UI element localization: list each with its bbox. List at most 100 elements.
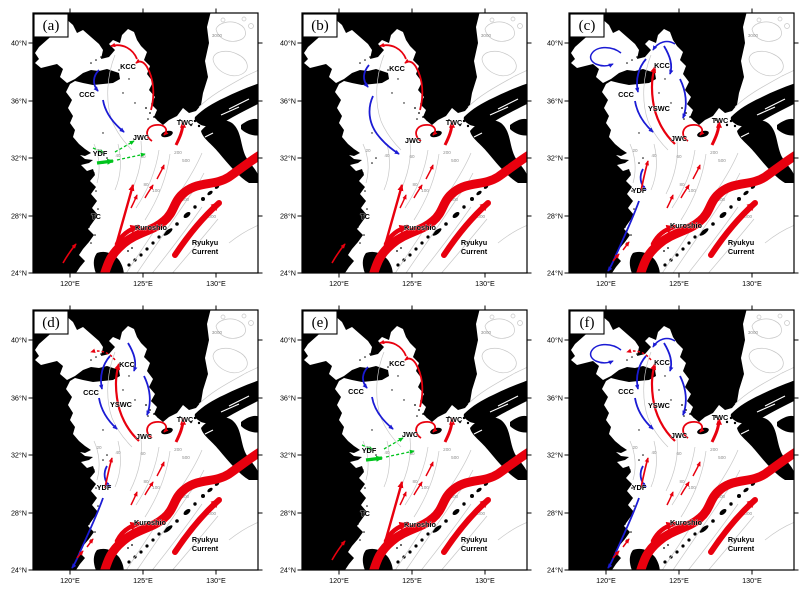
current-arrow-jwc_loop — [682, 421, 705, 439]
lon-tick-label: 125°E — [669, 279, 689, 288]
current-arrow-yswc_arc — [114, 362, 140, 442]
current-label-jwc: JWC — [671, 431, 688, 440]
current-label-ryukyu: Ryukyu — [728, 535, 754, 544]
current-label-yswc: YSWC — [110, 400, 133, 409]
basemap — [300, 308, 530, 576]
current-arrow-ydf_dash1 — [92, 147, 105, 154]
panel-letter: (a) — [43, 18, 60, 34]
basemap — [31, 11, 261, 279]
current-arrow-coast_r1 — [86, 538, 94, 548]
current-label-twc: TWC — [712, 116, 729, 125]
depth-label-3000: 3000 — [212, 330, 223, 335]
map-border — [32, 309, 259, 571]
lon-tick-label: 120°E — [596, 576, 616, 585]
current-label-ccc: CCC — [79, 90, 96, 99]
current-arrow-tc_main — [382, 480, 404, 547]
current-arrow-ccc_main — [102, 99, 125, 133]
depth-label-3000: 3000 — [748, 33, 759, 38]
lat-tick-label: 24°N — [11, 268, 27, 277]
current-arrow-ccc2_hook — [634, 58, 647, 93]
lat-tick-label: 40°N — [11, 335, 27, 344]
current-arrow-jwc_loop — [146, 124, 169, 142]
depth-label-40: 40 — [384, 450, 390, 455]
panel-letter-box — [33, 13, 69, 38]
lat-tick-label: 40°N — [280, 335, 296, 344]
current-label-ydf: YDF — [93, 149, 108, 158]
lat-tick-label: 28°N — [280, 211, 296, 220]
current-arrow-shelf_r1 — [399, 491, 407, 506]
current-arrow-tc_small — [331, 540, 346, 561]
current-arrows — [331, 42, 527, 273]
lon-tick-label: 130°E — [206, 576, 226, 585]
panel-letter-box — [569, 310, 605, 335]
depth-label-200: 200 — [443, 447, 451, 452]
lon-tick-label: 130°E — [206, 279, 226, 288]
current-arrow-ccc2_main — [634, 100, 654, 133]
current-arrow-ydf_red — [104, 457, 113, 489]
current-label-current: Current — [461, 247, 488, 256]
lat-tick-label: 28°N — [280, 508, 296, 517]
depth-label-1000: 1000 — [179, 197, 190, 202]
current-label-twc: TWC — [446, 118, 463, 127]
depth-label-500: 500 — [718, 455, 726, 460]
lat-tick-label: 24°N — [280, 565, 296, 574]
lat-tick-label: 36°N — [11, 393, 27, 402]
lat-tick-label: 28°N — [11, 508, 27, 517]
current-arrow-b_blue_main — [368, 95, 400, 155]
depth-label-80: 80 — [679, 182, 685, 187]
current-label-kcc: KCC — [119, 360, 136, 369]
lon-tick-label: 130°E — [742, 279, 762, 288]
depth-label-2000: 2000 — [475, 511, 486, 516]
current-arrow-shelf_r3 — [425, 461, 434, 477]
depth-label-40: 40 — [115, 153, 121, 158]
current-label-ydf: YDF — [97, 483, 112, 492]
current-arrow-korea_up — [663, 342, 674, 372]
current-label-current: Current — [728, 544, 755, 553]
current-arrow-ccc2_hook — [98, 355, 111, 390]
lon-tick-label: 125°E — [133, 576, 153, 585]
current-label-ryukyu: Ryukyu — [192, 535, 218, 544]
current-label-ryukyu: Ryukyu — [461, 535, 487, 544]
current-arrow-ccc2_main — [98, 397, 118, 430]
depth-label-200: 200 — [443, 150, 451, 155]
lon-tick-label: 120°E — [596, 279, 616, 288]
current-label-ydf: YDF — [632, 186, 647, 195]
depth-label-500: 500 — [718, 158, 726, 163]
panel-letter-box — [569, 13, 605, 38]
current-arrow-kuroshio_hook — [650, 521, 677, 544]
depth-label-100: 100 — [688, 485, 696, 490]
lon-tick-label: 125°E — [402, 279, 422, 288]
current-arrow-kuroshio_band — [636, 447, 794, 570]
lat-tick-label: 24°N — [11, 565, 27, 574]
current-arrow-kuroshio_band — [369, 447, 527, 570]
current-arrows — [62, 42, 258, 273]
axis: 40°N 36°N 32°N 28°N 24°N 120°E 125°E 130°E — [11, 305, 263, 585]
current-arrow-shelf_r2 — [680, 481, 690, 496]
depth-label-100: 100 — [152, 188, 160, 193]
depth-label-2000: 2000 — [206, 214, 217, 219]
current-arrow-ryukyu — [708, 200, 758, 258]
current-arrows — [589, 337, 794, 570]
current-arrow-top_red_arc — [379, 42, 407, 60]
depth-label-200: 200 — [710, 447, 718, 452]
depth-label-100: 100 — [688, 188, 696, 193]
depth-label-2000: 2000 — [475, 214, 486, 219]
depth-label-40: 40 — [384, 153, 390, 158]
axis: 40°N 36°N 32°N 28°N 24°N 120°E 125°E 130°E — [547, 305, 799, 585]
lon-tick-label: 125°E — [133, 279, 153, 288]
current-label-kuroshio: Kuroshio — [404, 520, 437, 529]
depth-label-100: 100 — [421, 485, 429, 490]
current-label-jwc: JWC — [402, 430, 419, 439]
lat-tick-label: 24°N — [547, 565, 563, 574]
current-arrow-tc_small — [331, 243, 346, 264]
map-border — [301, 309, 528, 571]
basemap — [300, 11, 530, 279]
axis: 40°N 36°N 32°N 28°N 24°N 120°E 125°E 130°E — [280, 8, 532, 288]
